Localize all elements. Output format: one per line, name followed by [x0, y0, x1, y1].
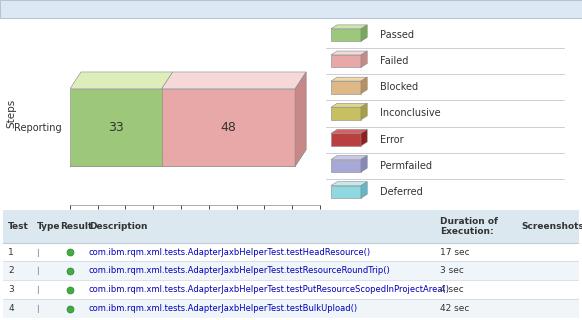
- FancyBboxPatch shape: [331, 133, 361, 146]
- Text: Inconclusive: Inconclusive: [379, 108, 441, 118]
- Polygon shape: [361, 103, 367, 120]
- Text: Steps: Steps: [6, 99, 17, 128]
- Polygon shape: [295, 72, 306, 166]
- Text: 3: 3: [8, 285, 14, 294]
- Text: 48: 48: [221, 121, 236, 134]
- Text: 33: 33: [108, 121, 123, 134]
- Text: ▏: ▏: [37, 267, 44, 276]
- Text: Duration of
Execution:: Duration of Execution:: [440, 217, 498, 236]
- Text: ▏: ▏: [37, 247, 44, 257]
- X-axis label: Count: Count: [179, 225, 211, 235]
- Text: com.ibm.rqm.xml.tests.AdapterJaxbHelperTest.testBulkUpload(): com.ibm.rqm.xml.tests.AdapterJaxbHelperT…: [89, 304, 358, 313]
- Text: com.ibm.rqm.xml.tests.AdapterJaxbHelperTest.testPutResourceScopedInProjectArea(): com.ibm.rqm.xml.tests.AdapterJaxbHelperT…: [89, 285, 450, 294]
- Polygon shape: [70, 72, 173, 89]
- Text: Passed: Passed: [379, 30, 414, 40]
- Text: 1: 1: [8, 247, 14, 257]
- Text: 17 sec: 17 sec: [440, 247, 470, 257]
- Text: 3 sec: 3 sec: [440, 267, 464, 276]
- Text: ▏: ▏: [37, 304, 44, 313]
- Bar: [162, 89, 295, 166]
- Text: 2: 2: [8, 267, 14, 276]
- Text: 42 sec: 42 sec: [440, 304, 470, 313]
- Bar: [70, 89, 162, 166]
- FancyBboxPatch shape: [331, 186, 361, 198]
- Text: Reporting: Reporting: [14, 123, 62, 132]
- FancyBboxPatch shape: [3, 261, 579, 280]
- Text: Failed: Failed: [379, 56, 408, 66]
- FancyBboxPatch shape: [3, 300, 579, 318]
- Polygon shape: [361, 156, 367, 172]
- Polygon shape: [331, 103, 367, 107]
- Text: Deferred: Deferred: [379, 187, 423, 197]
- Text: Type: Type: [37, 222, 61, 231]
- Polygon shape: [361, 182, 367, 198]
- Text: Permfailed: Permfailed: [379, 161, 432, 171]
- Text: Description: Description: [89, 222, 147, 231]
- Text: ▏: ▏: [37, 285, 44, 294]
- Text: Screenshots: Screenshots: [521, 222, 582, 231]
- FancyBboxPatch shape: [3, 280, 579, 300]
- FancyBboxPatch shape: [331, 159, 361, 172]
- FancyBboxPatch shape: [3, 243, 579, 261]
- Text: Result: Result: [60, 222, 93, 231]
- Polygon shape: [162, 72, 306, 89]
- Polygon shape: [331, 130, 367, 133]
- Polygon shape: [331, 77, 367, 81]
- FancyBboxPatch shape: [3, 210, 579, 243]
- Polygon shape: [361, 25, 367, 41]
- Polygon shape: [331, 182, 367, 186]
- FancyBboxPatch shape: [3, 210, 579, 318]
- FancyBboxPatch shape: [331, 55, 361, 68]
- Text: Error: Error: [379, 135, 403, 145]
- Text: Test: Test: [8, 222, 29, 231]
- Polygon shape: [361, 51, 367, 68]
- Polygon shape: [331, 156, 367, 159]
- Text: com.ibm.rqm.xml.tests.AdapterJaxbHelperTest.testResourceRoundTrip(): com.ibm.rqm.xml.tests.AdapterJaxbHelperT…: [89, 267, 391, 276]
- FancyBboxPatch shape: [331, 107, 361, 120]
- Polygon shape: [331, 51, 367, 55]
- FancyBboxPatch shape: [331, 81, 361, 94]
- Text: com.ibm.rqm.xml.tests.AdapterJaxbHelperTest.testHeadResource(): com.ibm.rqm.xml.tests.AdapterJaxbHelperT…: [89, 247, 371, 257]
- Polygon shape: [361, 130, 367, 146]
- Text: 4: 4: [8, 304, 14, 313]
- Polygon shape: [361, 77, 367, 94]
- Text: Result Details: Result Details: [6, 4, 93, 14]
- Polygon shape: [70, 149, 306, 166]
- Polygon shape: [331, 25, 367, 29]
- Text: Blocked: Blocked: [379, 82, 418, 92]
- Text: 4 sec: 4 sec: [440, 285, 464, 294]
- FancyBboxPatch shape: [331, 29, 361, 41]
